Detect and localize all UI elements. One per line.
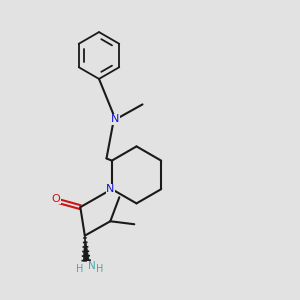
Text: N: N [106, 184, 115, 194]
Text: N: N [88, 261, 96, 271]
Text: O: O [51, 194, 60, 204]
Text: H: H [76, 264, 83, 274]
Text: H: H [96, 264, 103, 274]
Text: N: N [111, 114, 120, 124]
Polygon shape [83, 236, 89, 261]
